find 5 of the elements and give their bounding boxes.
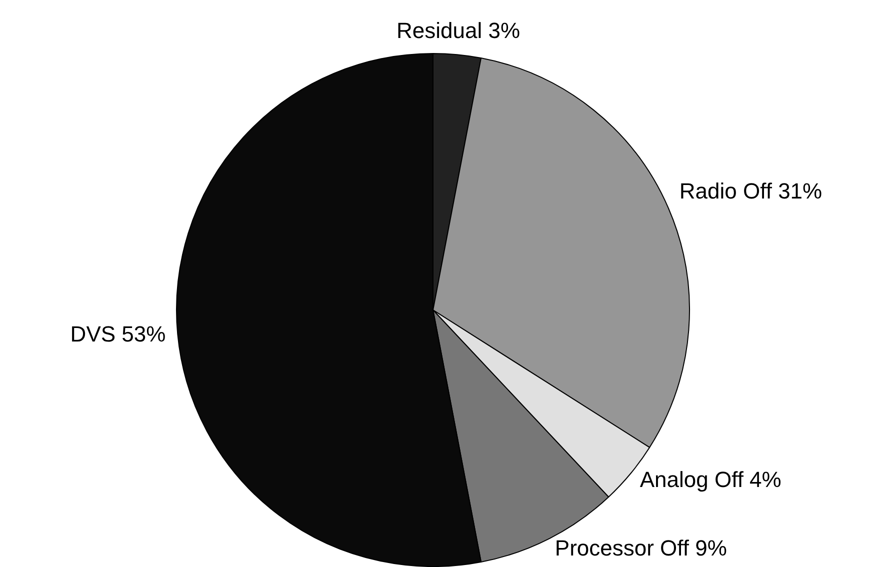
slice-label: DVS 53% [70,321,166,346]
slice-label: Analog Off 4% [640,467,782,492]
slice-label: Residual 3% [396,18,520,43]
slice-label: Processor Off 9% [554,535,727,560]
slice-label: Radio Off 31% [679,178,822,204]
